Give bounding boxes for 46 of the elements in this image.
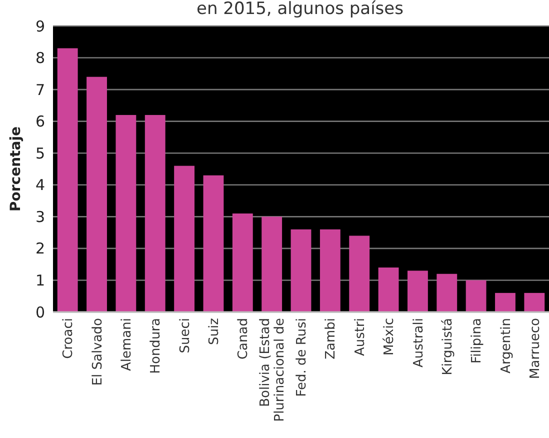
bar	[203, 175, 224, 312]
x-tick-label: Marrueco	[528, 318, 543, 379]
x-tick-label: Alemani	[119, 318, 134, 371]
x-tick-label: Kirguistá	[440, 318, 456, 376]
y-tick-label: 8	[35, 49, 45, 68]
bar	[174, 166, 195, 312]
y-tick-label: 9	[35, 17, 45, 36]
bar	[232, 213, 253, 312]
y-tick-label: 0	[35, 303, 45, 322]
y-axis-title: Porcentaje	[8, 126, 24, 212]
bar	[57, 48, 78, 312]
x-tick-label: Australi	[411, 318, 426, 368]
x-tick-label: Canad	[236, 318, 252, 360]
bar	[320, 229, 340, 312]
bar	[495, 292, 516, 312]
y-tick-label: 2	[35, 240, 45, 258]
x-tick-label: Zambi	[324, 318, 339, 360]
y-tick-label: 6	[35, 112, 45, 131]
bar	[290, 229, 312, 312]
x-tick-label: Bolivia (Estad Plurinacional de	[258, 318, 288, 422]
bar	[116, 114, 136, 312]
y-tick-label: 7	[35, 80, 45, 99]
bar	[466, 280, 486, 312]
x-tick-label: Argentin	[498, 318, 514, 374]
bar	[407, 270, 428, 312]
x-tick-label: Croaci	[61, 318, 76, 359]
x-tick-label: Sueci	[178, 318, 193, 354]
bar	[262, 216, 282, 312]
x-tick-label: Filipina	[470, 318, 485, 364]
bar	[349, 236, 370, 312]
x-tick-label: Hondura	[148, 318, 164, 374]
bar	[378, 268, 399, 312]
y-tick-label: 4	[35, 176, 45, 194]
chart-title: en 2015, algunos países	[196, 0, 404, 19]
x-tick-label: Austri	[352, 318, 368, 356]
x-tick-label: El Salvado	[90, 318, 106, 386]
y-tick-label: 1	[35, 271, 45, 290]
x-tick-label: Fed. de Rusi	[294, 318, 310, 397]
bar	[436, 274, 458, 312]
bar	[144, 114, 166, 312]
x-tick-label: Suiz	[207, 318, 222, 345]
bar	[524, 292, 545, 312]
x-tick-label: Méxic	[382, 318, 398, 356]
y-tick-label: 3	[35, 208, 45, 226]
bar	[86, 76, 107, 312]
y-tick-label: 5	[35, 144, 45, 162]
